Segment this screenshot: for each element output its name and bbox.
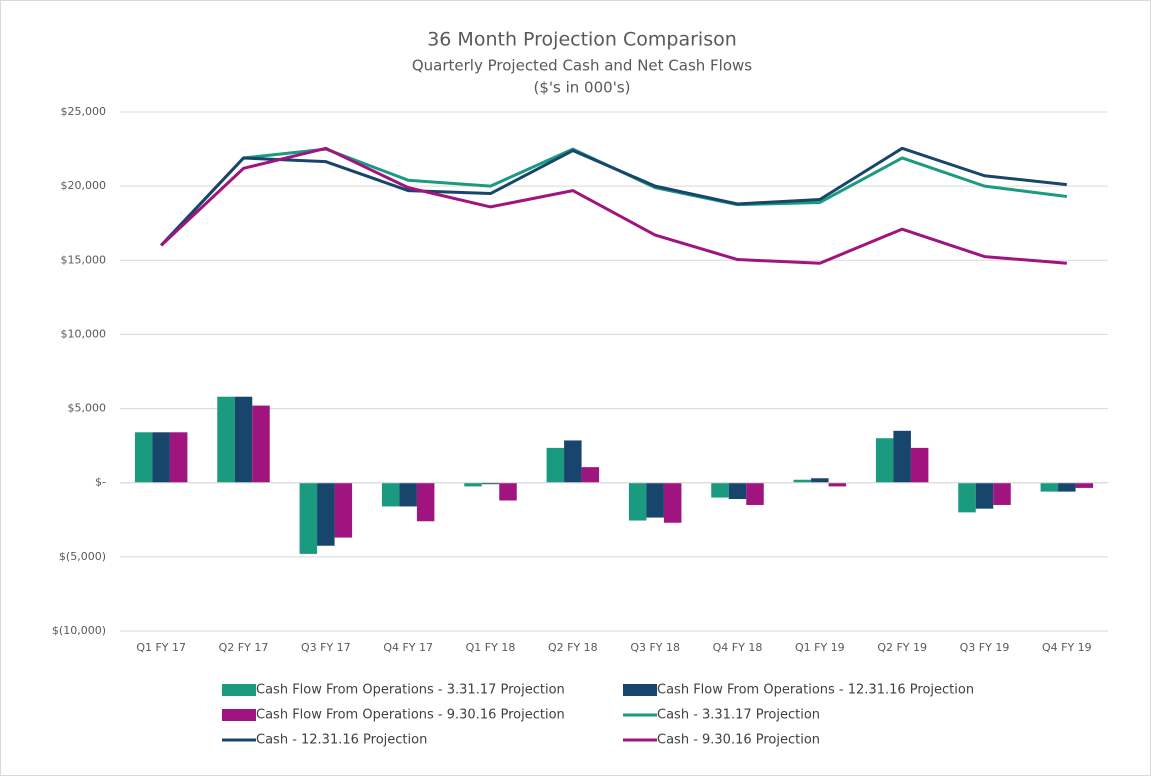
legend-label: Cash - 3.31.17 Projection <box>657 708 820 723</box>
x-tick-label: Q4 FY 18 <box>713 641 763 654</box>
bar <box>1075 482 1094 488</box>
bar <box>169 432 188 483</box>
y-tick-label: $5,000 <box>68 402 107 415</box>
bar <box>910 447 929 483</box>
legend-swatch <box>222 684 256 696</box>
y-tick-label: $(5,000) <box>59 550 106 563</box>
bar <box>252 405 270 483</box>
bar <box>828 482 847 487</box>
x-tick-label: Q1 FY 19 <box>795 641 845 654</box>
bar <box>663 482 682 523</box>
bar <box>381 482 400 507</box>
bar <box>711 482 729 498</box>
x-tick-label: Q2 FY 19 <box>877 641 927 654</box>
bar <box>399 482 417 507</box>
bar <box>893 430 911 483</box>
legend-label: Cash - 12.31.16 Projection <box>256 733 427 748</box>
x-tick-label: Q1 FY 18 <box>466 641 516 654</box>
bar <box>811 478 829 483</box>
bar <box>134 432 153 483</box>
bar <box>299 482 318 554</box>
bar <box>646 482 664 518</box>
x-tick-label: Q4 FY 17 <box>383 641 433 654</box>
bar <box>993 482 1011 505</box>
bar <box>499 482 517 501</box>
bar <box>464 482 482 487</box>
bar <box>875 438 894 483</box>
line <box>160 146 1067 265</box>
legend-swatch <box>222 709 256 721</box>
bar <box>546 447 565 483</box>
bar <box>1058 482 1076 492</box>
x-tick-label: Q2 FY 18 <box>548 641 598 654</box>
bar <box>481 482 500 485</box>
legend-label: Cash Flow From Operations - 3.31.17 Proj… <box>256 683 565 698</box>
bar <box>975 482 994 509</box>
x-tick-label: Q3 FY 19 <box>960 641 1010 654</box>
bar <box>958 482 976 513</box>
legend-label: Cash - 9.30.16 Projection <box>657 733 820 748</box>
chart-subtitle: ($'s in 000's) <box>534 79 631 97</box>
x-tick-label: Q1 FY 17 <box>136 641 186 654</box>
chart-title: 36 Month Projection Comparison <box>427 29 737 51</box>
bar <box>581 467 600 483</box>
legend-label: Cash Flow From Operations - 12.31.16 Pro… <box>657 683 974 698</box>
legend-swatch <box>623 684 657 696</box>
line <box>160 146 1067 247</box>
bar <box>1040 482 1059 492</box>
bar <box>334 482 353 538</box>
bar <box>217 396 235 483</box>
bar <box>564 440 582 483</box>
bar <box>628 482 647 521</box>
bar <box>317 482 335 546</box>
y-tick-label: $(10,000) <box>52 624 106 637</box>
bar <box>234 396 253 483</box>
y-tick-label: $- <box>95 476 106 489</box>
x-tick-label: Q2 FY 17 <box>219 641 269 654</box>
y-tick-label: $10,000 <box>61 327 107 340</box>
y-tick-label: $15,000 <box>61 253 107 266</box>
bar <box>152 432 170 483</box>
x-tick-label: Q3 FY 18 <box>630 641 680 654</box>
bar <box>746 482 764 505</box>
y-tick-label: $20,000 <box>61 179 107 192</box>
y-tick-label: $25,000 <box>61 105 107 118</box>
x-tick-label: Q4 FY 19 <box>1042 641 1092 654</box>
x-tick-label: Q3 FY 17 <box>301 641 351 654</box>
legend-label: Cash Flow From Operations - 9.30.16 Proj… <box>256 708 565 723</box>
bar <box>728 482 747 500</box>
bar <box>416 482 435 522</box>
chart-subtitle: Quarterly Projected Cash and Net Cash Fl… <box>412 57 752 75</box>
bar <box>793 479 812 483</box>
